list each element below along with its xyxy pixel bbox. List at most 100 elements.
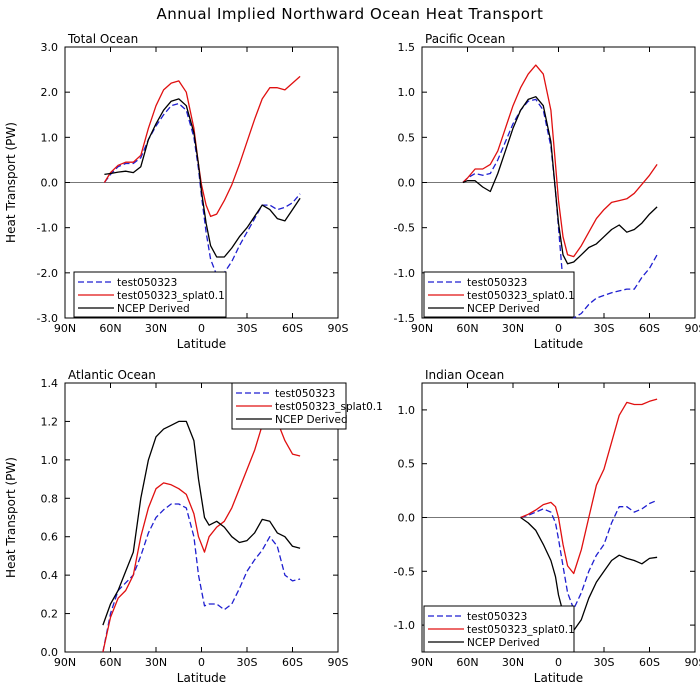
x-tick-label: 90S xyxy=(328,656,349,669)
x-tick-label: 60S xyxy=(639,656,660,669)
legend-label-ncep-derived: NCEP Derived xyxy=(275,414,348,426)
legend-label-test050323-splat0-1: test050323_splat0.1 xyxy=(117,290,225,302)
legend-box xyxy=(73,271,227,318)
x-tick-label: 30S xyxy=(237,656,258,669)
panel-title: Total Ocean xyxy=(67,32,138,46)
y-tick-label: -0.5 xyxy=(394,222,415,235)
legend-label-test050323-splat0-1: test050323_splat0.1 xyxy=(275,401,383,413)
panel-title: Atlantic Ocean xyxy=(68,368,156,382)
x-tick-label: 30N xyxy=(145,656,167,669)
y-tick-label: 1.4 xyxy=(41,377,59,390)
y-tick-label: 0.6 xyxy=(41,531,59,544)
series-line-test050323 xyxy=(103,102,301,276)
y-axis-label: Heat Transport (PW) xyxy=(4,122,18,243)
panel-total-ocean: Total Ocean 90N 60N 30N 0 30S 60S 90S -3.0 -2.0 -1… xyxy=(4,32,349,351)
series-line-test050323-splat0-1 xyxy=(102,411,301,653)
x-tick-label: 60S xyxy=(282,322,303,335)
y-tick-label: 1.0 xyxy=(41,454,59,467)
y-tick-label: 0.2 xyxy=(41,608,59,621)
x-tick-label: 30S xyxy=(594,322,615,335)
series-line-test050323-splat0-1 xyxy=(103,75,301,218)
x-tick-label: 30S xyxy=(237,322,258,335)
legend-label-test050323-splat0-1: test050323_splat0.1 xyxy=(467,290,575,302)
x-tick-label: 30N xyxy=(502,656,524,669)
legend-label-ncep-derived: NCEP Derived xyxy=(467,303,540,315)
panel-pacific-ocean: Pacific Ocean 90N 60N 30N 0 30S 60S 90S -1.5 -1.0… xyxy=(394,32,700,351)
figure-title: Annual Implied Northward Ocean Heat Tran… xyxy=(157,5,544,23)
y-tick-label: 0.5 xyxy=(398,458,416,471)
x-tick-label: 30N xyxy=(502,322,524,335)
legend-label-test050323-splat0-1: test050323_splat0.1 xyxy=(467,624,575,636)
x-tick-label: 0 xyxy=(198,322,205,335)
series-line-ncep-derived xyxy=(462,96,658,265)
series-line-ncep-derived xyxy=(104,98,301,258)
x-tick-label: 60N xyxy=(456,322,478,335)
x-tick-label: 0 xyxy=(555,322,562,335)
y-tick-label: -1.0 xyxy=(37,222,58,235)
x-tick-label: 0 xyxy=(198,656,205,669)
panels: Total Ocean 90N 60N 30N 0 30S 60S 90S -3.0 -2.0 -1… xyxy=(4,32,700,685)
legend-label-test050323: test050323 xyxy=(467,611,527,623)
y-axis-label: Heat Transport (PW) xyxy=(4,457,18,578)
x-tick-label: 90N xyxy=(411,656,433,669)
x-axis-label: Latitude xyxy=(534,337,583,351)
y-tick-label: -1.0 xyxy=(394,619,415,632)
x-axis-label: Latitude xyxy=(177,671,226,685)
series-line-ncep-derived xyxy=(520,516,658,632)
x-tick-label: 90N xyxy=(54,656,76,669)
y-tick-label: -1.0 xyxy=(394,267,415,280)
series-line-test050323-splat0-1 xyxy=(520,398,658,575)
y-tick-label: 0.0 xyxy=(398,177,416,190)
panel-title: Indian Ocean xyxy=(425,368,504,382)
x-tick-label: 30N xyxy=(145,322,167,335)
y-tick-label: 2.0 xyxy=(41,86,59,99)
series-line-ncep-derived xyxy=(102,420,301,626)
y-tick-label: -0.5 xyxy=(394,565,415,578)
x-tick-label: 30S xyxy=(594,656,615,669)
legend-label-ncep-derived: NCEP Derived xyxy=(467,637,540,649)
x-axis-label: Latitude xyxy=(534,671,583,685)
series-line-test050323-splat0-1 xyxy=(462,64,658,258)
legend-label-test050323: test050323 xyxy=(467,277,527,289)
y-tick-label: 1.5 xyxy=(398,41,416,54)
y-tick-label: -3.0 xyxy=(37,312,58,325)
x-tick-label: 60N xyxy=(99,322,121,335)
x-tick-label: 90N xyxy=(54,322,76,335)
legend-label-test050323: test050323 xyxy=(275,388,335,400)
y-tick-label: 3.0 xyxy=(41,41,59,54)
panel-atlantic-ocean: Atlantic Ocean 90N 60N 30N 0 30S 60S 90S 0.0 0.2 0… xyxy=(4,368,383,685)
x-tick-label: 90S xyxy=(328,322,349,335)
panel-title: Pacific Ocean xyxy=(425,32,505,46)
y-tick-label: 0.8 xyxy=(41,492,59,505)
series-line-test050323 xyxy=(102,503,301,653)
x-tick-label: 0 xyxy=(555,656,562,669)
x-tick-label: 90N xyxy=(411,322,433,335)
y-tick-label: 1.0 xyxy=(41,131,59,144)
y-tick-label: 0.0 xyxy=(41,177,59,190)
y-tick-label: -1.5 xyxy=(394,312,415,325)
x-tick-label: 90S xyxy=(685,656,700,669)
y-tick-label: 1.0 xyxy=(398,404,416,417)
x-tick-label: 60S xyxy=(639,322,660,335)
series-line-test050323 xyxy=(520,499,658,610)
legend-label-test050323: test050323 xyxy=(117,277,177,289)
panel-indian-ocean: Indian Ocean 90N 60N 30N 0 30S 60S 90S -1.0 -0.5 0… xyxy=(394,368,700,685)
x-axis-label: Latitude xyxy=(177,337,226,351)
y-tick-label: 0.0 xyxy=(41,646,59,659)
y-tick-label: 1.2 xyxy=(41,415,59,428)
x-tick-label: 90S xyxy=(685,322,700,335)
x-tick-label: 60S xyxy=(282,656,303,669)
x-tick-label: 60N xyxy=(456,656,478,669)
y-tick-label: 0.0 xyxy=(398,512,416,525)
y-tick-label: 0.5 xyxy=(398,131,416,144)
y-tick-label: -2.0 xyxy=(37,267,58,280)
legend-label-ncep-derived: NCEP Derived xyxy=(117,303,190,315)
x-tick-label: 60N xyxy=(99,656,121,669)
y-tick-label: 1.0 xyxy=(398,86,416,99)
y-tick-label: 0.4 xyxy=(41,569,59,582)
